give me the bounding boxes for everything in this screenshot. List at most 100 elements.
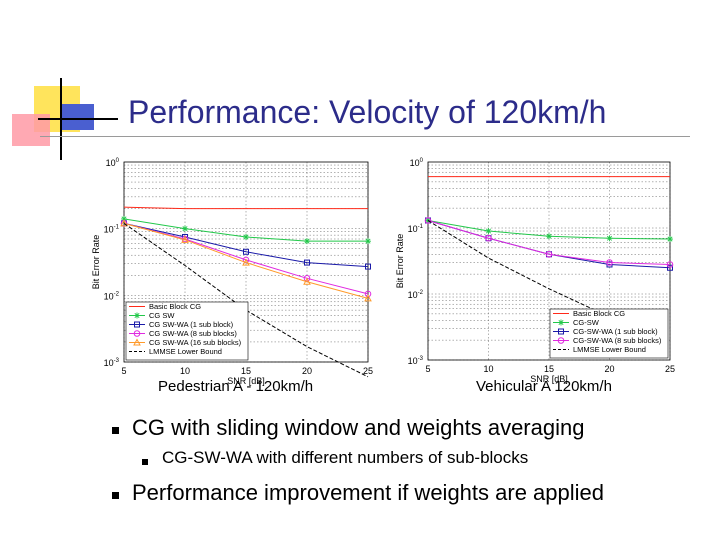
bullet-item-2: CG-SW-WA with different numbers of sub-b…	[162, 448, 529, 467]
series-line	[123, 206, 368, 210]
x-axis-label: SNR [dB]	[227, 376, 265, 386]
data-point	[364, 294, 372, 302]
y-axis-label: Bit Error Rate	[395, 234, 405, 289]
y-tick-label: 10-2	[104, 291, 120, 301]
deco-horizontal-line	[38, 118, 118, 120]
series-line	[427, 219, 671, 265]
data-point	[558, 319, 564, 326]
legend-entry: CG SW-WA (8 sub blocks)	[149, 329, 237, 338]
series	[120, 219, 372, 302]
data-point	[667, 236, 673, 243]
x-tick-label: 20	[604, 364, 614, 374]
y-tick-label: 10-2	[408, 290, 424, 300]
y-tick-label: 100	[410, 158, 424, 168]
y-axis-label: Bit Error Rate	[91, 235, 101, 290]
plot-frame	[427, 161, 671, 361]
legend-entry: Basic Block CG	[573, 309, 625, 318]
series-line	[427, 220, 671, 341]
x-tick-label: 25	[665, 364, 675, 374]
y-tick-label: 100	[106, 158, 120, 168]
data-point	[606, 235, 613, 242]
series	[424, 217, 674, 268]
x-tick-label: 25	[363, 366, 373, 376]
bullet-marker	[112, 427, 119, 434]
x-tick-label: 20	[302, 366, 312, 376]
y-tick-label: 10-3	[104, 358, 120, 368]
data-point	[243, 233, 249, 240]
series	[123, 206, 368, 210]
bullet-marker	[112, 492, 119, 499]
legend-entry: CG SW-WA (16 sub blocks)	[149, 338, 242, 347]
data-point	[303, 275, 311, 282]
legend-entry: CG-SW	[573, 318, 600, 327]
series-line	[123, 222, 369, 268]
legend-entry: LMMSE Lower Bound	[149, 347, 222, 356]
series	[425, 217, 673, 243]
x-tick-label: 10	[483, 364, 493, 374]
x-tick-label: 10	[180, 366, 190, 376]
data-point	[365, 238, 371, 245]
series	[427, 220, 671, 341]
data-point	[181, 235, 189, 243]
data-point	[182, 225, 188, 232]
data-point	[134, 321, 140, 328]
x-tick-label: 5	[425, 364, 430, 374]
y-tick-label: 10-3	[408, 356, 424, 366]
series-line	[123, 222, 369, 299]
bullet-item-1: CG with sliding window and weights avera…	[132, 415, 585, 440]
legend-entry: CG-SW-WA (8 sub blocks)	[573, 336, 662, 345]
bullet-item-3: Performance improvement if weights are a…	[132, 480, 605, 505]
series	[121, 215, 371, 245]
data-point	[304, 259, 310, 266]
legend-entry: LMMSE Lower Bound	[573, 345, 646, 354]
data-point	[485, 234, 492, 242]
data-point	[365, 263, 371, 270]
series-line	[123, 222, 369, 378]
legend-entry: Basic Block CG	[149, 302, 201, 311]
data-point	[133, 338, 141, 346]
data-point	[606, 259, 613, 266]
data-point	[425, 217, 431, 224]
series	[121, 220, 371, 270]
legend-entry: CG-SW-WA (1 sub block)	[573, 327, 658, 336]
legend-box	[549, 308, 669, 359]
data-point	[558, 328, 564, 335]
data-point	[120, 219, 128, 227]
title-underline	[40, 136, 690, 137]
data-point	[667, 264, 673, 271]
slide-title: Performance: Velocity of 120km/h	[128, 94, 607, 130]
x-tick-label: 15	[241, 366, 251, 376]
x-tick-label: 15	[544, 364, 554, 374]
data-point	[303, 277, 311, 285]
x-axis-label: SNR [dB]	[530, 374, 568, 384]
plot-frame	[123, 161, 369, 363]
data-point	[304, 238, 310, 245]
x-tick-label: 5	[121, 366, 126, 376]
series	[123, 222, 369, 378]
data-point	[666, 261, 674, 268]
caption-left: Pedestrian A - 120km/h	[158, 378, 314, 395]
legend-entry: CG SW-WA (1 sub block)	[149, 320, 234, 329]
caption-right: Vehicular A 120km/h	[476, 378, 612, 395]
data-point	[121, 215, 127, 222]
y-tick-label: 10-1	[408, 224, 424, 234]
legend-box	[125, 301, 249, 361]
chart-vehicular-a: 5 10 15 20 25 100 10-1 10-2 10-3 SNR [dB] Bit Erro…	[395, 158, 675, 384]
data-point	[242, 258, 250, 266]
chart-pedestrian-a: 5 10 15 20 25 100 10-1 10-2 10-3 SNR [dB] Bit Erro…	[91, 158, 373, 386]
deco-blue-square	[60, 104, 94, 130]
data-point	[364, 290, 372, 298]
data-point	[424, 217, 432, 224]
data-point	[134, 312, 140, 319]
data-point	[133, 330, 141, 337]
data-point	[546, 233, 552, 240]
data-point	[545, 250, 553, 258]
y-tick-label: 10-1	[104, 225, 120, 235]
legend-entry: CG SW	[149, 311, 175, 320]
data-point	[243, 248, 249, 255]
bullet-marker	[142, 459, 148, 465]
data-point	[485, 228, 492, 235]
data-point	[557, 337, 565, 344]
